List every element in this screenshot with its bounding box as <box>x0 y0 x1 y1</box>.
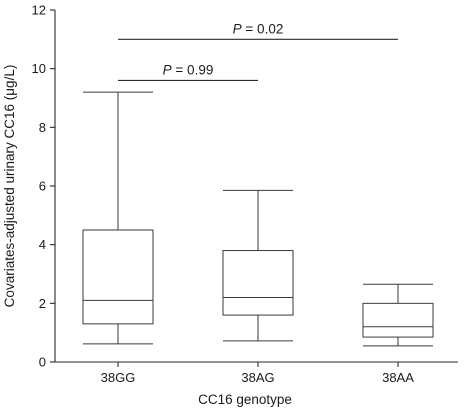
box-38gg <box>82 91 154 345</box>
x-tick-label: 38AA <box>382 370 414 385</box>
significance-annotations: P = 0.99 P = 0.02 <box>118 21 398 81</box>
box-series <box>82 91 434 347</box>
x-ticks: 38GG 38AG 38AA <box>101 362 414 385</box>
iqr-box <box>82 229 154 325</box>
x-tick-label: 38AG <box>241 370 274 385</box>
iqr-box <box>222 250 294 316</box>
y-tick-label: 6 <box>39 179 46 194</box>
y-tick-label: 10 <box>32 61 46 76</box>
y-axis: 0 2 4 6 8 10 12 Covariates-adjusted urinary CC… <box>2 3 56 370</box>
iqr-box <box>362 302 434 338</box>
box-38aa <box>362 283 434 347</box>
y-tick-label: 12 <box>32 3 46 18</box>
y-tick-label: 8 <box>39 120 46 135</box>
x-tick-label: 38GG <box>101 370 136 385</box>
box-38ag <box>222 189 294 342</box>
x-axis: 38GG 38AG 38AA CC16 genotype <box>55 361 458 407</box>
y-axis-title: Covariates-adjusted urinary CC16 (μg/L) <box>2 65 17 308</box>
y-ticks: 0 2 4 6 8 10 12 <box>32 3 55 370</box>
y-tick-label: 4 <box>39 237 46 252</box>
y-tick-label: 2 <box>39 296 46 311</box>
p-value-label: P = 0.99 <box>163 62 214 77</box>
y-tick-label: 0 <box>39 355 46 370</box>
p-value-label: P = 0.02 <box>233 21 284 36</box>
x-axis-title: CC16 genotype <box>198 392 292 407</box>
